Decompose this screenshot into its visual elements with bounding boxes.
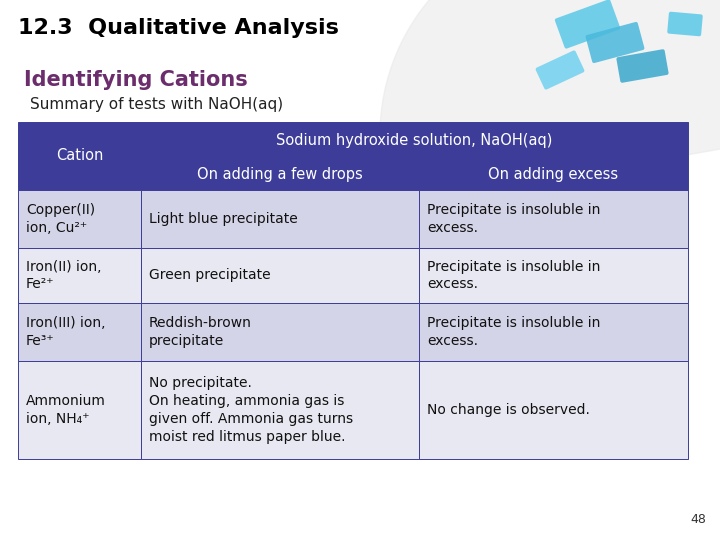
Text: Reddish-brown
precipitate: Reddish-brown precipitate	[149, 316, 252, 348]
Bar	[18, 122, 141, 190]
Text: Precipitate is insoluble in
excess.: Precipitate is insoluble in excess.	[427, 203, 600, 235]
Text: Identifying Cations: Identifying Cations	[24, 70, 248, 90]
Bar	[18, 303, 141, 361]
Text: Summary of tests with NaOH(aq): Summary of tests with NaOH(aq)	[30, 98, 283, 112]
Bar	[18, 248, 141, 303]
Bar	[18, 361, 141, 459]
Text: Light blue precipitate: Light blue precipitate	[149, 212, 298, 226]
Text: No change is observed.: No change is observed.	[427, 403, 590, 417]
Text: On adding excess: On adding excess	[488, 166, 618, 181]
FancyBboxPatch shape	[536, 50, 585, 90]
Text: Cation: Cation	[56, 148, 103, 164]
Text: Ammonium
ion, NH₄⁺: Ammonium ion, NH₄⁺	[26, 394, 106, 426]
Text: 48: 48	[690, 513, 706, 526]
FancyBboxPatch shape	[555, 0, 620, 49]
Bar	[141, 190, 419, 248]
Bar	[419, 303, 688, 361]
Text: 12.3  Qualitative Analysis: 12.3 Qualitative Analysis	[18, 18, 339, 38]
FancyBboxPatch shape	[585, 22, 644, 63]
Bar	[141, 303, 419, 361]
Text: Iron(II) ion,
Fe²⁺: Iron(II) ion, Fe²⁺	[26, 260, 102, 292]
Text: Copper(II)
ion, Cu²⁺: Copper(II) ion, Cu²⁺	[26, 203, 95, 235]
Text: Precipitate is insoluble in
excess.: Precipitate is insoluble in excess.	[427, 260, 600, 292]
Bar	[141, 158, 419, 190]
Bar	[141, 248, 419, 303]
Text: Sodium hydroxide solution, NaOH(aq): Sodium hydroxide solution, NaOH(aq)	[276, 132, 553, 147]
FancyBboxPatch shape	[616, 49, 669, 83]
Bar	[419, 248, 688, 303]
Text: Precipitate is insoluble in
excess.: Precipitate is insoluble in excess.	[427, 316, 600, 348]
Bar	[419, 190, 688, 248]
Bar	[141, 361, 419, 459]
Text: Iron(III) ion,
Fe³⁺: Iron(III) ion, Fe³⁺	[26, 316, 106, 348]
Polygon shape	[380, 0, 720, 207]
Text: No precipitate.
On heating, ammonia gas is
given off. Ammonia gas turns
moist re: No precipitate. On heating, ammonia gas …	[149, 376, 353, 444]
Text: Green precipitate: Green precipitate	[149, 268, 271, 282]
Bar	[419, 361, 688, 459]
Bar	[18, 190, 141, 248]
FancyBboxPatch shape	[667, 12, 703, 36]
Bar	[141, 122, 688, 158]
Text: On adding a few drops: On adding a few drops	[197, 166, 363, 181]
Bar	[419, 158, 688, 190]
